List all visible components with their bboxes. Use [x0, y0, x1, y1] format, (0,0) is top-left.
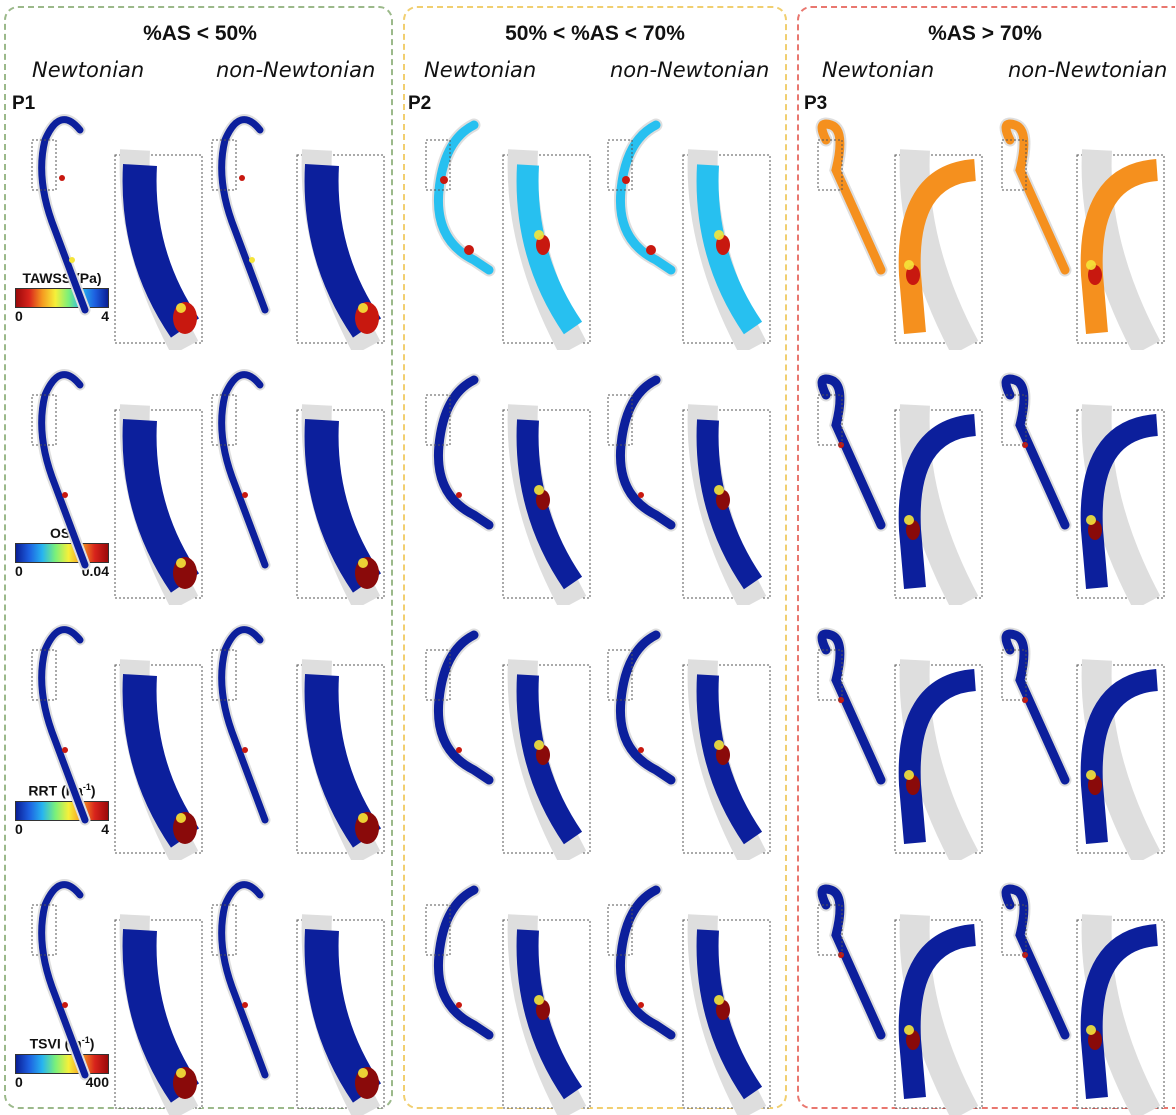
legend-tawss-min: 0 [15, 308, 23, 324]
artery-render-osi-g2-non-newtonian [596, 365, 775, 605]
artery-render-tsvi-g1-non-newtonian [200, 875, 389, 1115]
artery-render-tsvi-g2-non-newtonian [596, 875, 775, 1115]
col-head-non-newtonian-3: non-Newtonian [1008, 58, 1168, 82]
group-title-2: 50% < %AS < 70% [505, 22, 685, 45]
artery-render-tawss-g3-newtonian [806, 110, 987, 350]
artery-render-tsvi-g2-newtonian [414, 875, 595, 1115]
col-head-newtonian-2: Newtonian [424, 58, 537, 82]
legend-tsvi-max: 400 [85, 1073, 109, 1090]
legend-rrt-max: 4 [101, 820, 109, 837]
col-head-non-newtonian-1: non-Newtonian [216, 58, 376, 82]
group-panel-high-stenosis [797, 6, 1175, 1109]
col-head-newtonian-1: Newtonian [32, 58, 145, 82]
artery-render-tsvi-g3-non-newtonian [990, 875, 1169, 1115]
artery-render-osi-g1-newtonian [20, 365, 207, 605]
group-title-1: %AS < 50% [143, 22, 257, 45]
artery-render-tawss-g1-newtonian [20, 110, 207, 350]
legend-tawss-label: TAWSS (Pa) [22, 270, 102, 286]
artery-render-tawss-g3-non-newtonian [990, 110, 1169, 350]
artery-render-osi-g3-non-newtonian [990, 365, 1169, 605]
col-head-non-newtonian-2: non-Newtonian [610, 58, 770, 82]
artery-render-osi-g1-non-newtonian [200, 365, 389, 605]
legend-tsvi-min: 0 [15, 1073, 23, 1090]
patient-label-1: P1 [12, 93, 36, 114]
artery-render-rrt-g1-non-newtonian [200, 620, 389, 860]
patient-label-3: P3 [804, 93, 828, 114]
legend-osi-min: 0 [15, 563, 23, 579]
patient-label-2: P2 [408, 93, 432, 114]
artery-render-tawss-g2-non-newtonian [596, 110, 775, 350]
artery-render-tsvi-g1-newtonian [20, 875, 207, 1115]
artery-render-rrt-g2-newtonian [414, 620, 595, 860]
group-panel-mid-stenosis [403, 6, 787, 1109]
artery-render-tawss-g1-non-newtonian [200, 110, 389, 350]
artery-render-tawss-g2-newtonian [414, 110, 595, 350]
group-title-3: %AS > 70% [928, 22, 1042, 45]
artery-render-osi-g2-newtonian [414, 365, 595, 605]
artery-render-rrt-g1-newtonian [20, 620, 207, 860]
legend-tawss-max: 4 [101, 308, 109, 324]
artery-render-tsvi-g3-newtonian [806, 875, 987, 1115]
legend-rrt-min: 0 [15, 820, 23, 837]
col-head-newtonian-3: Newtonian [822, 58, 935, 82]
artery-render-rrt-g2-non-newtonian [596, 620, 775, 860]
artery-render-rrt-g3-newtonian [806, 620, 987, 860]
artery-render-osi-g3-newtonian [806, 365, 987, 605]
artery-render-rrt-g3-non-newtonian [990, 620, 1169, 860]
